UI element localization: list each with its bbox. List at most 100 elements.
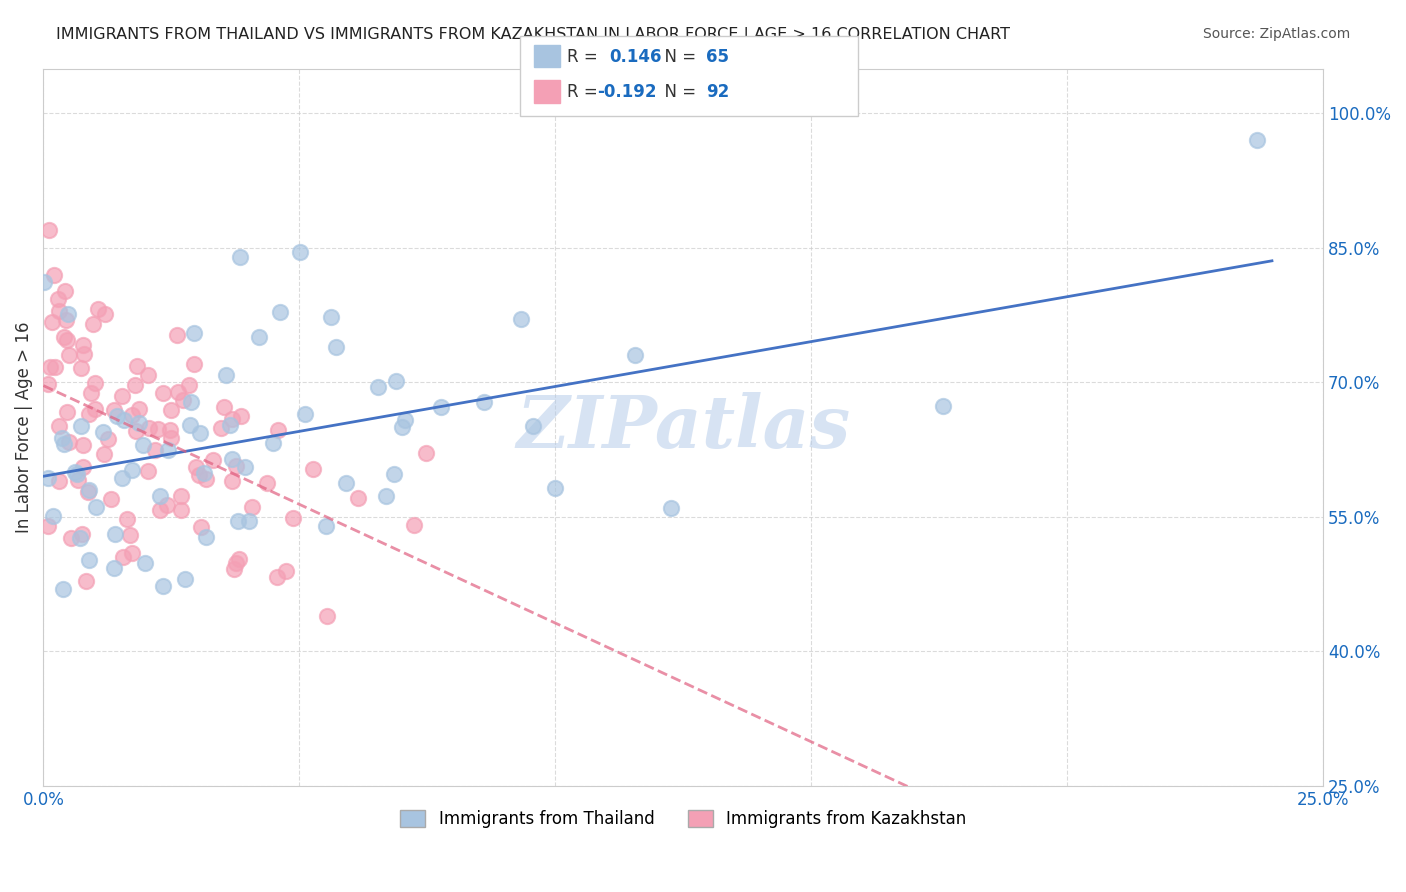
Point <box>82 317 104 331</box>
Point <box>215 368 238 383</box>
Point <box>32 275 55 289</box>
Point <box>37 376 59 391</box>
Point <box>170 489 193 503</box>
Legend: Immigrants from Thailand, Immigrants from Kazakhstan: Immigrants from Thailand, Immigrants fro… <box>394 804 973 835</box>
Point <box>38 223 60 237</box>
Point <box>58 348 80 362</box>
Point <box>148 422 170 436</box>
Point <box>394 413 416 427</box>
Point <box>67 473 90 487</box>
Y-axis label: In Labor Force | Age > 16: In Labor Force | Age > 16 <box>15 321 32 533</box>
Point <box>544 481 567 495</box>
Point <box>53 284 76 298</box>
Point <box>183 326 205 341</box>
Point <box>125 359 148 373</box>
Point <box>120 528 142 542</box>
Point <box>128 401 150 416</box>
Point <box>367 380 389 394</box>
Point <box>72 459 94 474</box>
Point <box>623 348 645 362</box>
Point <box>93 447 115 461</box>
Point <box>77 407 100 421</box>
Point <box>184 459 207 474</box>
Point <box>194 530 217 544</box>
Point <box>218 417 240 432</box>
Point <box>402 518 425 533</box>
Point <box>256 476 278 491</box>
Point <box>91 425 114 439</box>
Point <box>474 394 496 409</box>
Point <box>70 526 93 541</box>
Point <box>157 443 180 458</box>
Point <box>111 549 134 564</box>
Point <box>38 359 60 374</box>
Point <box>55 313 77 327</box>
Point <box>167 384 190 399</box>
Point <box>44 359 66 374</box>
Point <box>52 437 75 451</box>
Point <box>75 574 97 588</box>
Point <box>238 514 260 528</box>
Point <box>128 416 150 430</box>
Point <box>221 412 243 426</box>
Point <box>932 399 955 413</box>
Point <box>294 408 316 422</box>
Point <box>1246 133 1268 147</box>
Point <box>77 483 100 498</box>
Point <box>159 423 181 437</box>
Point <box>166 328 188 343</box>
Point <box>302 462 325 476</box>
Text: IMMIGRANTS FROM THAILAND VS IMMIGRANTS FROM KAZAKHSTAN IN LABOR FORCE | AGE > 16: IMMIGRANTS FROM THAILAND VS IMMIGRANTS F… <box>56 27 1011 43</box>
Point <box>156 498 179 512</box>
Point <box>121 408 143 422</box>
Point <box>37 518 59 533</box>
Point <box>117 512 139 526</box>
Point <box>247 329 270 343</box>
Point <box>136 368 159 382</box>
Point <box>70 418 93 433</box>
Point <box>211 421 233 435</box>
Point <box>143 443 166 458</box>
Point <box>58 435 80 450</box>
Point <box>51 431 73 445</box>
Point <box>173 572 195 586</box>
Point <box>288 244 311 259</box>
Text: 92: 92 <box>706 83 730 101</box>
Point <box>80 386 103 401</box>
Point <box>41 315 63 329</box>
Text: Source: ZipAtlas.com: Source: ZipAtlas.com <box>1202 27 1350 41</box>
Point <box>100 491 122 506</box>
Text: ZIPatlas: ZIPatlas <box>516 392 851 463</box>
Point <box>415 446 437 460</box>
Point <box>124 424 146 438</box>
Point <box>430 400 453 414</box>
Point <box>48 475 70 489</box>
Point <box>121 463 143 477</box>
Point <box>315 518 337 533</box>
Point <box>48 419 70 434</box>
Text: N =: N = <box>654 48 702 66</box>
Point <box>276 565 298 579</box>
Point <box>177 378 200 392</box>
Point <box>269 305 291 319</box>
Point <box>262 435 284 450</box>
Point <box>170 503 193 517</box>
Point <box>188 425 211 440</box>
Point <box>335 475 357 490</box>
Point <box>319 310 342 325</box>
Point <box>228 552 250 566</box>
Point <box>52 330 75 344</box>
Point <box>382 467 405 481</box>
Point <box>77 553 100 567</box>
Text: 0.146: 0.146 <box>609 48 661 66</box>
Point <box>73 346 96 360</box>
Point <box>63 465 86 479</box>
Point <box>193 466 215 480</box>
Point <box>522 419 544 434</box>
Point <box>134 556 156 570</box>
Point <box>149 489 172 503</box>
Point <box>55 333 77 347</box>
Text: 65: 65 <box>706 48 728 66</box>
Point <box>52 582 75 596</box>
Point <box>131 438 153 452</box>
